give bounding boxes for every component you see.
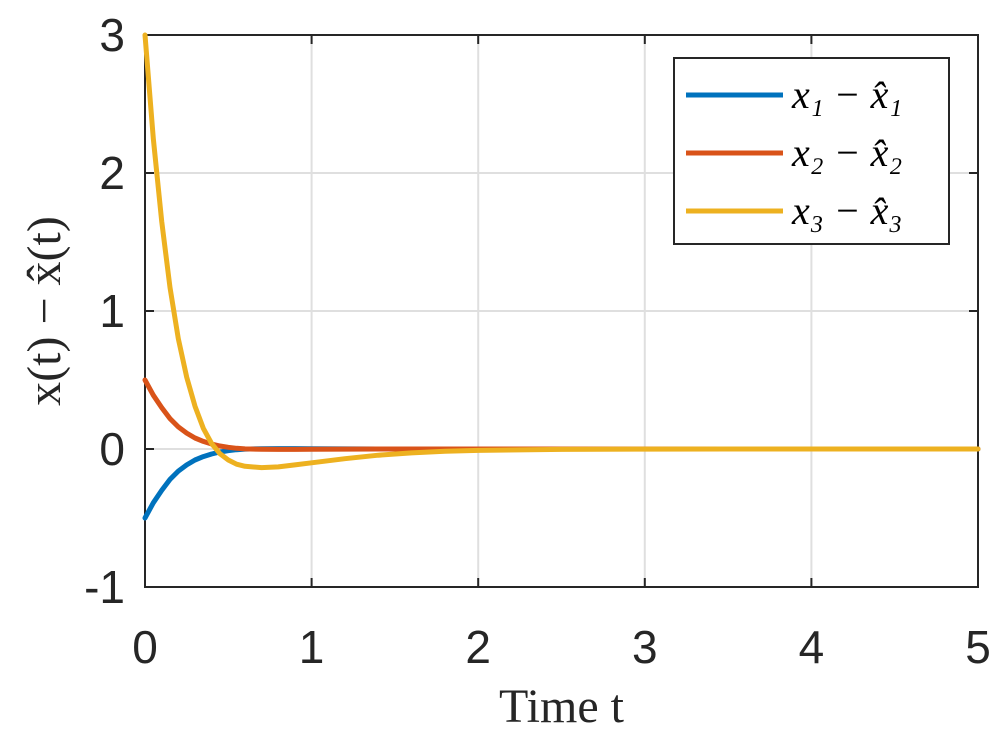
y-axis-label: x(t) − x̂(t) (18, 216, 71, 406)
x-axis-label: Time t (499, 680, 625, 733)
x-tick-label: 3 (632, 621, 658, 673)
y-tick-label: -1 (84, 561, 125, 613)
x-tick-label: 2 (465, 621, 491, 673)
series-line-2 (142, 377, 981, 452)
y-tick-labels: -1 0 1 2 3 (84, 9, 125, 613)
series-lines (142, 32, 981, 521)
legend-label-2: x₂ − x̂₂ (791, 130, 902, 175)
y-tick-label: 2 (99, 147, 125, 199)
x-tick-label: 4 (799, 621, 825, 673)
x-tick-label: 1 (299, 621, 325, 673)
x-tick-label: 0 (132, 621, 158, 673)
series-line-1 (142, 446, 981, 521)
y-tick-label: 0 (99, 423, 125, 475)
legend-label-1: x₁ − x̂₁ (791, 72, 902, 117)
y-tick-label: 1 (99, 285, 125, 337)
series-line-3 (142, 32, 981, 471)
x-tick-labels: 0 1 2 3 4 5 (132, 621, 991, 673)
y-tick-label: 3 (99, 9, 125, 61)
x-tick-label: 5 (965, 621, 991, 673)
legend: x₁ − x̂₁ x₂ − x̂₂ x₃ − x̂₃ (673, 57, 950, 245)
legend-label-3: x₃ − x̂₃ (791, 188, 902, 233)
